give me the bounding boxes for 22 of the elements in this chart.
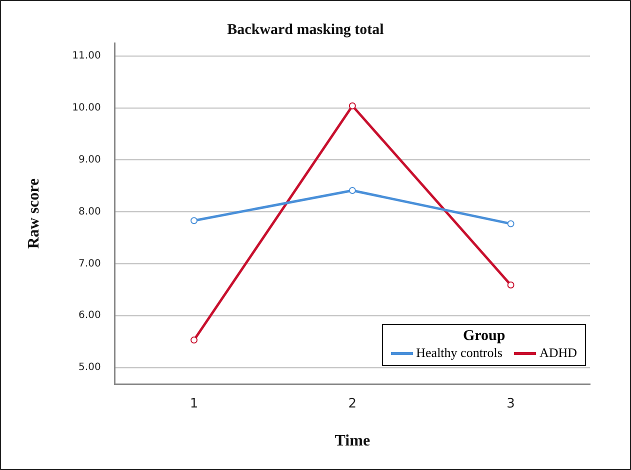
point (507, 220, 514, 228)
point (348, 186, 356, 194)
y-axis-title: Raw score (26, 178, 43, 249)
point (190, 336, 198, 344)
x-axis-title: Time (334, 432, 370, 450)
y-tick-label: 6.00 (78, 310, 101, 322)
chart-title: Backward masking total (227, 22, 384, 38)
y-tick-label: 5.00 (78, 362, 101, 374)
x-tick-label: 1 (190, 396, 198, 412)
y-tick-label: 9.00 (78, 154, 101, 166)
x-tick-label: 3 (506, 396, 515, 412)
point (507, 282, 514, 289)
legend-label: ADHD (539, 345, 577, 362)
point (348, 102, 356, 110)
legend-label: Healthy controls (416, 345, 502, 362)
point (190, 217, 198, 224)
y-tick-label: 8.00 (78, 206, 101, 218)
y-tick-label: 11.00 (72, 50, 101, 62)
x-tick-label: 2 (348, 396, 357, 412)
y-tick-label: 10.00 (72, 102, 101, 114)
legend-title: Group (462, 328, 506, 346)
y-tick-label: 7.00 (78, 258, 101, 270)
